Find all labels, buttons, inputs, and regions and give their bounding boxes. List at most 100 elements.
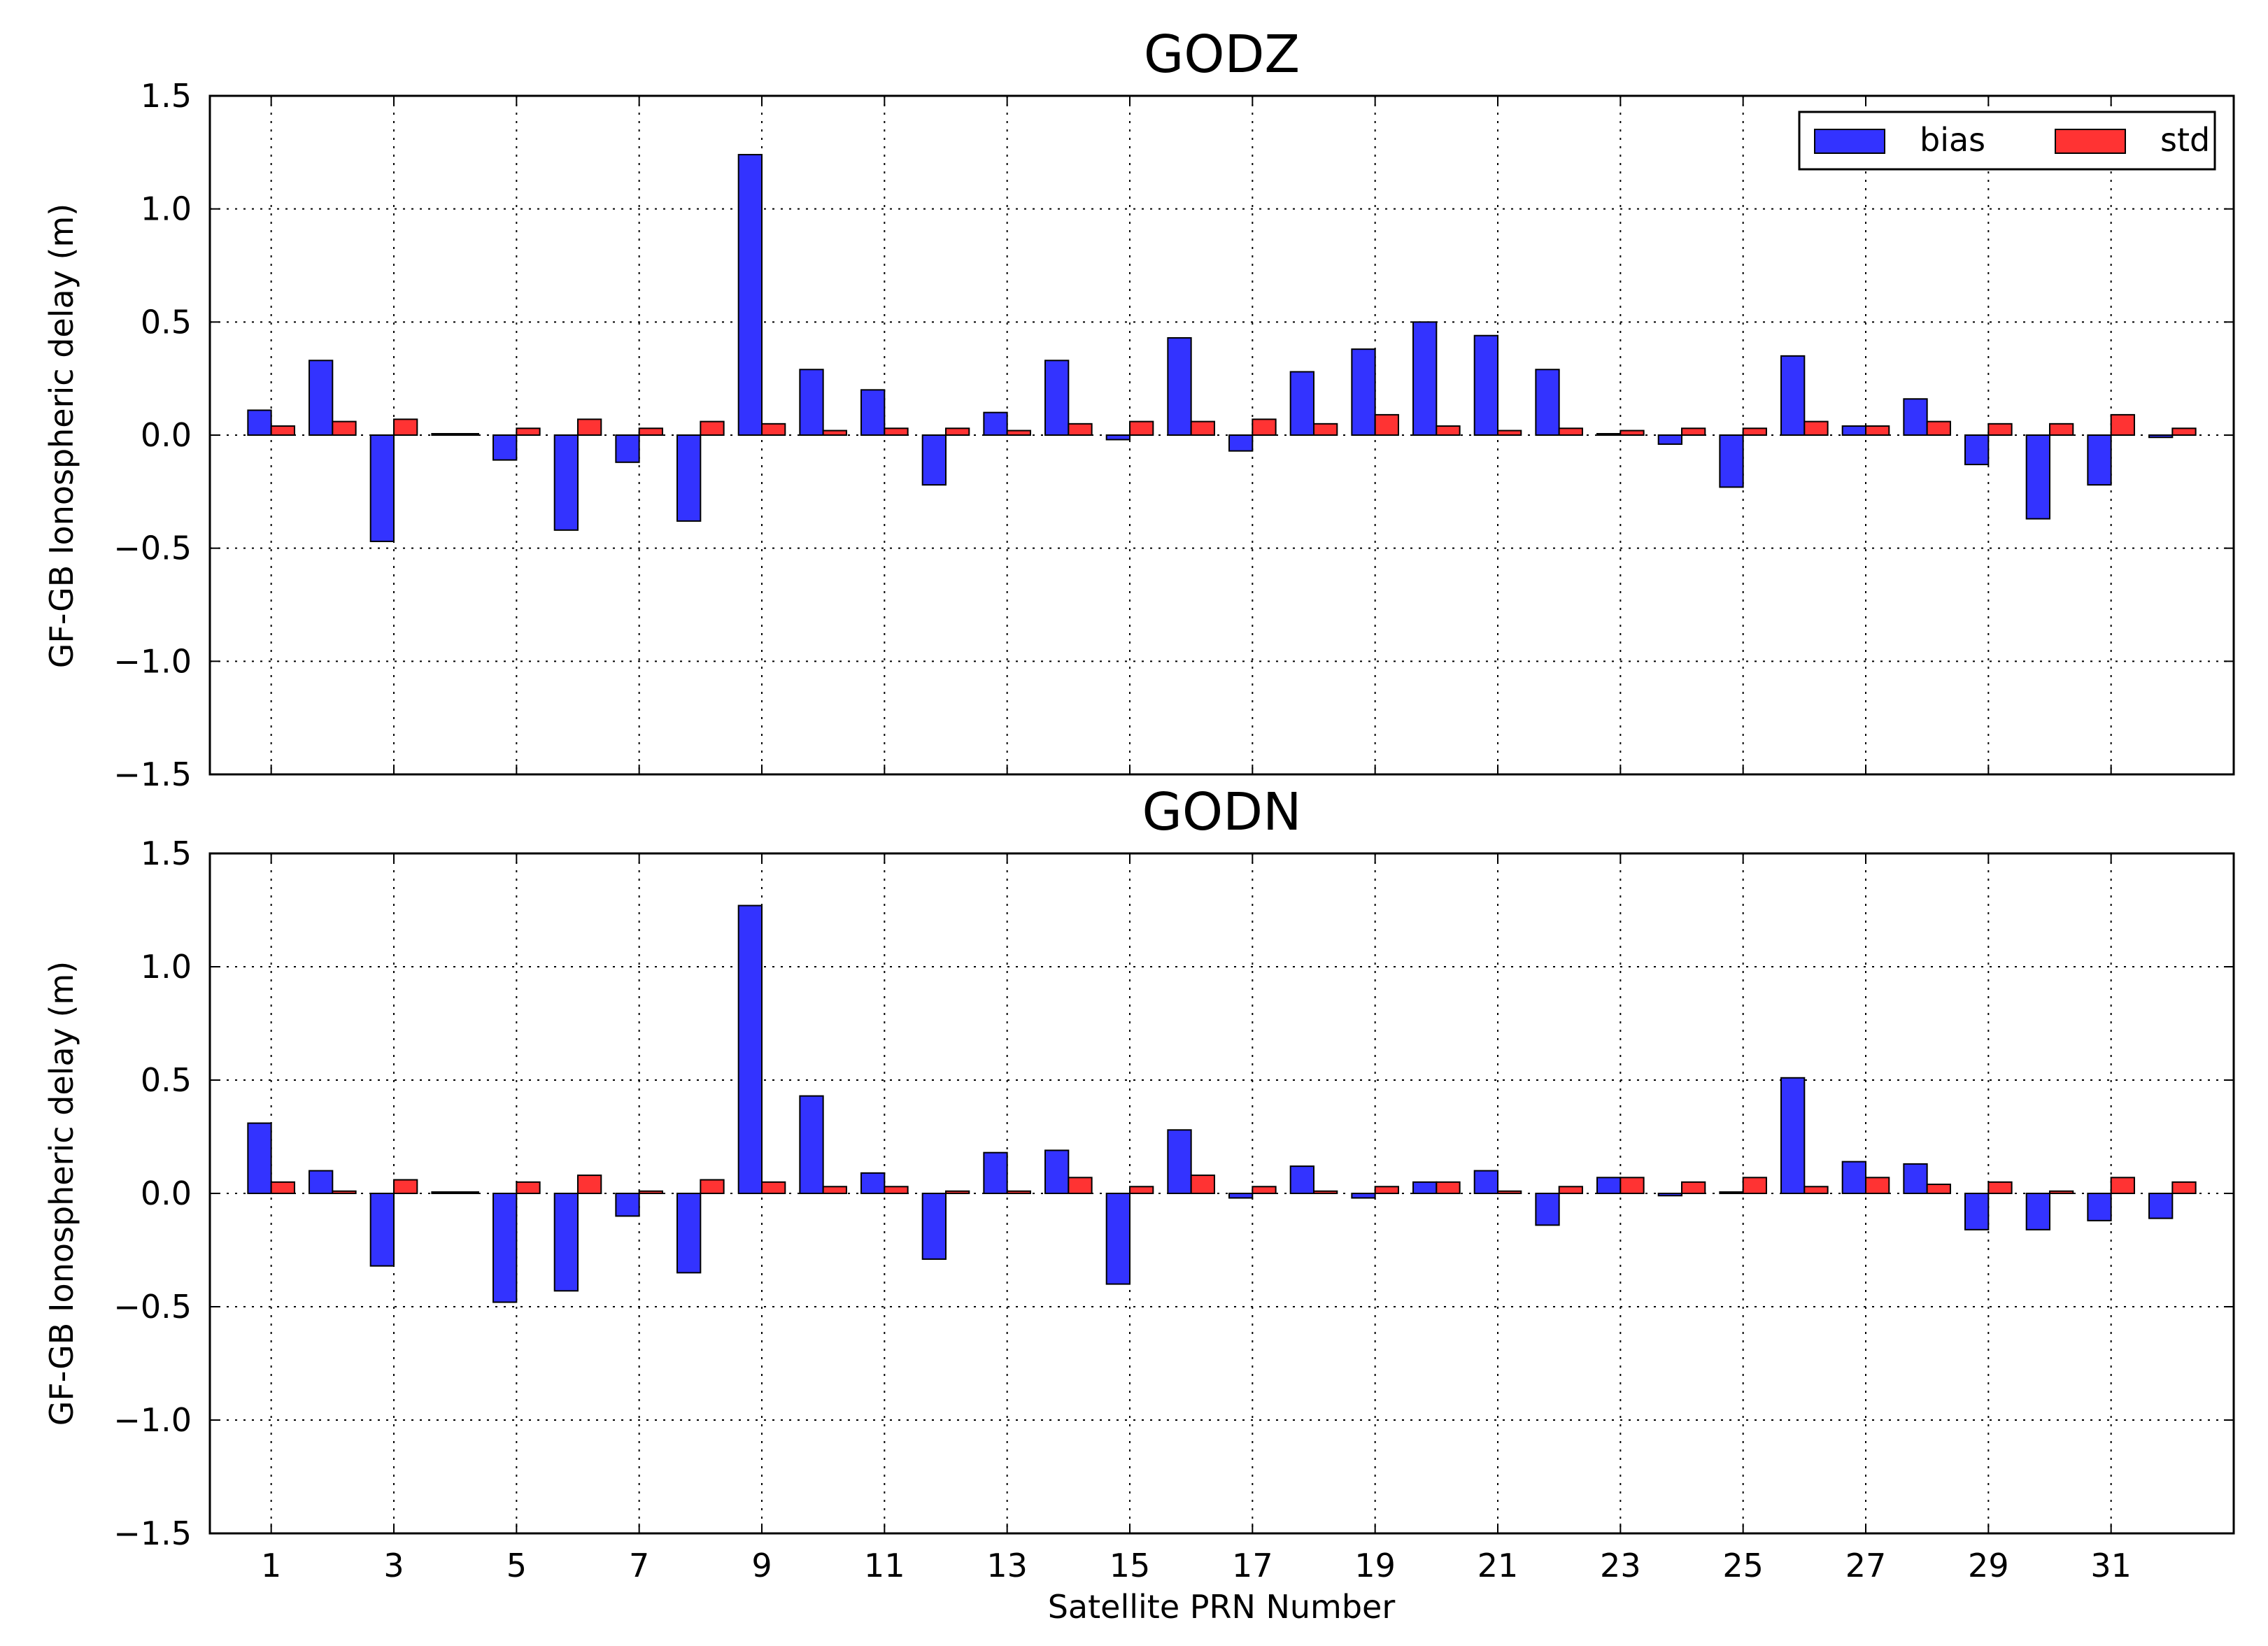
bar-std bbox=[1006, 1190, 1031, 1195]
x-tick-label: 17 bbox=[1232, 1547, 1273, 1584]
bar-std bbox=[2049, 423, 2074, 436]
bar-std bbox=[332, 420, 357, 436]
bar-bias bbox=[1167, 336, 1192, 437]
bar-bias bbox=[1657, 434, 1683, 445]
x-tick-label: 5 bbox=[506, 1547, 527, 1584]
bar-bias bbox=[1351, 1193, 1376, 1199]
x-tick-label: 31 bbox=[2090, 1547, 2132, 1584]
y-tick-label: −0.5 bbox=[113, 1288, 192, 1326]
bar-bias bbox=[737, 154, 763, 436]
x-tick-label: 3 bbox=[383, 1547, 404, 1584]
bar-bias bbox=[2087, 434, 2112, 486]
bar-std bbox=[1313, 423, 1338, 436]
y-tick-label: 1.0 bbox=[141, 190, 192, 228]
bar-std bbox=[1252, 418, 1277, 436]
bar-std bbox=[945, 427, 970, 436]
bar-bias bbox=[309, 360, 334, 436]
bar-bias bbox=[1596, 433, 1622, 436]
bar-std bbox=[1803, 420, 1829, 436]
x-tick-label: 27 bbox=[1845, 1547, 1887, 1584]
bar-std bbox=[1865, 425, 1890, 436]
bar-bias bbox=[1289, 1165, 1314, 1194]
x-tick-label: 1 bbox=[261, 1547, 281, 1584]
bar-bias bbox=[1473, 334, 1499, 436]
x-tick-label: 7 bbox=[629, 1547, 649, 1584]
x-tick-label: 15 bbox=[1110, 1547, 1151, 1584]
bar-bias bbox=[676, 1193, 702, 1274]
bar-bias bbox=[431, 433, 456, 436]
bar-bias bbox=[799, 1095, 824, 1195]
bar-bias bbox=[1841, 1161, 1867, 1195]
bar-bias bbox=[983, 1151, 1008, 1195]
bar-std bbox=[1987, 1181, 2013, 1195]
y-tick-label: 0.5 bbox=[141, 303, 192, 341]
bar-bias bbox=[1473, 1170, 1499, 1194]
bar-std bbox=[1129, 420, 1154, 436]
y-axis-label-bottom: GF-GB Ionospheric delay (m) bbox=[43, 961, 80, 1426]
bar-std bbox=[1313, 1190, 1338, 1195]
bar-bias bbox=[1105, 1193, 1131, 1285]
bar-std bbox=[822, 430, 847, 436]
x-tick-label: 29 bbox=[1968, 1547, 2009, 1584]
bar-std bbox=[700, 1179, 725, 1195]
bar-std bbox=[2110, 1177, 2135, 1194]
bar-bias bbox=[1535, 369, 1560, 437]
bar-bias bbox=[369, 1193, 395, 1267]
y-tick-label: 0.0 bbox=[141, 1175, 192, 1212]
bar-std bbox=[454, 433, 479, 436]
bar-bias bbox=[492, 1193, 518, 1303]
legend: bias std bbox=[1798, 111, 2216, 171]
bar-std bbox=[393, 1179, 418, 1195]
bar-std bbox=[516, 1181, 541, 1195]
x-axis-label: Satellite PRN Number bbox=[1048, 1588, 1396, 1626]
bar-bias bbox=[1657, 1193, 1683, 1197]
bar-std bbox=[1681, 1181, 1706, 1195]
bar-bias bbox=[1044, 1149, 1070, 1194]
bar-bias bbox=[860, 389, 886, 436]
legend-swatch-bias bbox=[1814, 129, 1885, 154]
bar-std bbox=[1497, 430, 1522, 436]
bar-bias bbox=[1044, 360, 1070, 436]
legend-label-std: std bbox=[2160, 121, 2210, 159]
bar-std bbox=[1987, 423, 2013, 436]
y-tick-label: 0.5 bbox=[141, 1061, 192, 1099]
bar-std bbox=[1926, 1184, 1951, 1195]
bar-bias bbox=[615, 1193, 640, 1217]
bar-std bbox=[884, 1186, 909, 1195]
bar-bias bbox=[737, 904, 763, 1195]
bar-bias bbox=[1228, 434, 1254, 452]
bar-bias bbox=[921, 1193, 947, 1260]
bar-bias bbox=[1105, 434, 1131, 441]
bar-std bbox=[884, 427, 909, 436]
bar-bias bbox=[1841, 425, 1867, 436]
bar-std bbox=[454, 1191, 479, 1194]
chart-title: GODN bbox=[1142, 782, 1302, 842]
bar-bias bbox=[921, 434, 947, 486]
bar-std bbox=[761, 423, 786, 436]
bar-bias bbox=[1964, 1193, 1990, 1230]
y-tick-label: 1.0 bbox=[141, 948, 192, 986]
bar-bias bbox=[2148, 1193, 2174, 1219]
bar-std bbox=[2049, 1190, 2074, 1195]
x-tick-label: 13 bbox=[986, 1547, 1028, 1584]
x-tick-label: 23 bbox=[1600, 1547, 1641, 1584]
bar-bias bbox=[1412, 1181, 1438, 1195]
bar-std bbox=[516, 427, 541, 436]
bar-bias bbox=[1719, 434, 1744, 488]
chart-title: GODZ bbox=[1144, 24, 1300, 85]
bar-bias bbox=[247, 409, 272, 437]
bar-std bbox=[1006, 430, 1031, 436]
bar-std bbox=[577, 1175, 602, 1194]
bar-std bbox=[638, 1190, 663, 1195]
bar-bias bbox=[676, 434, 702, 522]
bar-bias bbox=[1412, 321, 1438, 437]
bar-bias bbox=[1903, 1163, 1928, 1195]
y-tick-label: 1.5 bbox=[141, 835, 192, 872]
bar-bias bbox=[553, 434, 579, 531]
bar-std bbox=[1374, 413, 1399, 437]
bar-bias bbox=[2087, 1193, 2112, 1221]
bar-bias bbox=[1903, 398, 1928, 436]
bar-bias bbox=[860, 1172, 886, 1194]
